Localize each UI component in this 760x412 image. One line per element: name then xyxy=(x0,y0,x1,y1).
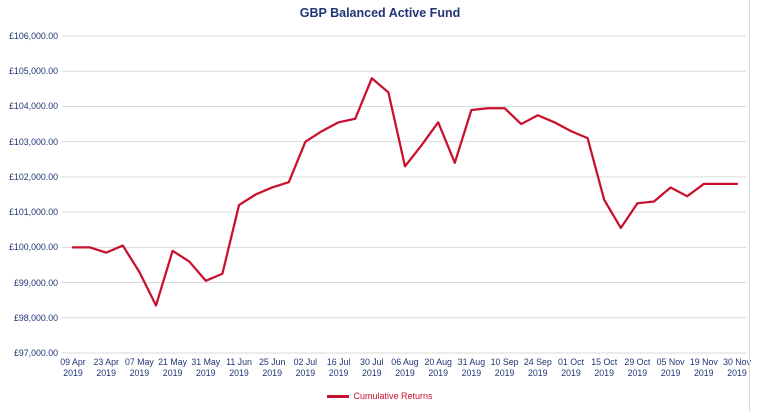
x-tick-year: 2019 xyxy=(328,368,349,378)
x-tick-year: 2019 xyxy=(395,368,415,378)
legend: Cumulative Returns xyxy=(0,391,760,402)
x-axis-tick-label: 01 Oct 2019 xyxy=(549,357,593,379)
x-tick-date: 29 Oct xyxy=(624,357,651,367)
x-axis-tick-label: 10 Sep 2019 xyxy=(483,357,527,379)
chart-frame-border xyxy=(749,0,750,412)
y-axis-tick-label: £101,000.00 xyxy=(9,207,58,218)
x-tick-date: 15 Oct xyxy=(591,357,618,367)
y-axis-tick-label: £99,000.00 xyxy=(13,277,58,288)
x-tick-date: 16 Jul xyxy=(326,357,351,367)
x-tick-year: 2019 xyxy=(63,368,83,378)
x-tick-date: 21 May xyxy=(158,357,188,367)
x-tick-date: 05 Nov xyxy=(656,357,685,367)
x-axis-tick-label: 19 Nov 2019 xyxy=(682,357,726,379)
x-tick-year: 2019 xyxy=(561,368,581,378)
y-axis-tick-label: £98,000.00 xyxy=(13,312,58,323)
x-tick-year: 2019 xyxy=(594,368,614,378)
chart-title: GBP Balanced Active Fund xyxy=(299,6,461,20)
y-axis-tick-label: £103,000.00 xyxy=(9,136,58,147)
x-axis-tick-label: 09 Apr 2019 xyxy=(51,357,95,379)
x-tick-year: 2019 xyxy=(295,368,316,378)
y-axis-tick-label: £97,000.00 xyxy=(13,348,58,358)
x-tick-date: 06 Aug xyxy=(391,357,419,367)
x-tick-year: 2019 xyxy=(362,368,382,378)
x-tick-date: 10 Sep xyxy=(490,357,519,367)
y-axis-tick-label: £102,000.00 xyxy=(9,171,58,182)
x-tick-year: 2019 xyxy=(694,368,714,378)
x-tick-date: 31 Aug xyxy=(457,357,486,367)
x-tick-year: 2019 xyxy=(660,368,681,378)
x-axis-tick-label: 11 Jun 2019 xyxy=(217,357,261,379)
x-axis-tick-label: 25 Jun 2019 xyxy=(250,357,294,379)
y-axis-tick-label: £106,000.00 xyxy=(9,31,58,41)
x-tick-date: 19 Nov xyxy=(689,357,718,367)
x-tick-year: 2019 xyxy=(196,368,216,378)
x-tick-year: 2019 xyxy=(528,368,548,378)
x-tick-date: 20 Aug xyxy=(424,357,452,367)
x-axis-tick-label: 30 Jul 2019 xyxy=(350,357,394,379)
x-axis-tick-label: 23 Apr 2019 xyxy=(84,357,128,379)
x-axis-tick-label: 02 Jul 2019 xyxy=(283,357,327,379)
x-tick-date: 01 Oct xyxy=(558,357,584,367)
x-tick-date: 09 Apr xyxy=(60,357,86,367)
y-axis-tick-label: £100,000.00 xyxy=(9,242,58,253)
x-axis-tick-label: 24 Sep 2019 xyxy=(516,357,560,379)
x-axis-tick-label: 21 May 2019 xyxy=(151,357,195,379)
x-axis-tick-label: 29 Oct 2019 xyxy=(615,357,659,379)
x-tick-date: 23 Apr xyxy=(93,357,119,367)
x-axis-tick-label: 31 Aug 2019 xyxy=(449,357,493,379)
x-tick-date: 11 Jun xyxy=(226,357,252,367)
x-axis-tick-label: 16 Jul 2019 xyxy=(317,357,361,379)
x-tick-date: 24 Sep xyxy=(523,357,552,367)
x-tick-date: 25 Jun xyxy=(258,357,286,367)
x-tick-year: 2019 xyxy=(428,368,448,378)
x-tick-date: 30 Jul xyxy=(360,357,384,367)
x-tick-year: 2019 xyxy=(229,368,249,378)
x-axis-tick-label: 30 Nov 2019 xyxy=(715,357,759,379)
x-axis-tick-label: 06 Aug 2019 xyxy=(383,357,427,379)
x-tick-year: 2019 xyxy=(461,368,482,378)
x-tick-year: 2019 xyxy=(727,368,747,378)
x-axis-tick-label: 15 Oct 2019 xyxy=(582,357,626,379)
x-tick-year: 2019 xyxy=(494,368,515,378)
x-axis-tick-label: 05 Nov 2019 xyxy=(649,357,693,379)
legend-line-swatch xyxy=(327,395,350,398)
x-axis-tick-label: 20 Aug 2019 xyxy=(416,357,460,379)
y-axis-tick-label: £105,000.00 xyxy=(9,66,58,77)
x-axis-tick-label: 31 May 2019 xyxy=(184,357,228,379)
legend-series-label: Cumulative Returns xyxy=(353,391,433,401)
x-axis-tick-label: 07 May 2019 xyxy=(117,357,161,379)
x-tick-year: 2019 xyxy=(627,368,648,378)
x-tick-date: 31 May xyxy=(191,357,221,367)
x-tick-date: 07 May xyxy=(124,357,154,367)
y-axis-tick-label: £104,000.00 xyxy=(9,101,58,112)
x-tick-date: 30 Nov xyxy=(723,357,751,367)
x-tick-year: 2019 xyxy=(96,368,116,378)
x-tick-year: 2019 xyxy=(162,368,183,378)
x-tick-year: 2019 xyxy=(129,368,150,378)
cumulative-returns-line xyxy=(71,77,739,307)
x-tick-date: 02 Jul xyxy=(293,357,318,367)
x-tick-year: 2019 xyxy=(262,368,282,378)
